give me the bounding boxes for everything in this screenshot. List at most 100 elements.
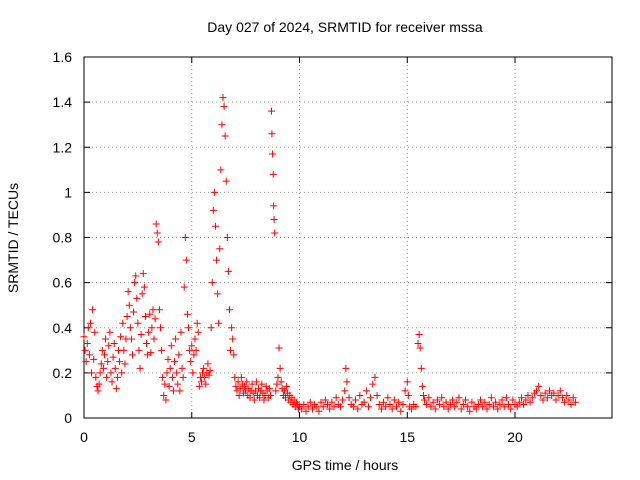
data-point	[89, 306, 97, 314]
data-point	[91, 328, 99, 336]
data-point	[419, 391, 427, 399]
data-point	[152, 220, 160, 228]
y-tick-label: 1.6	[53, 49, 73, 65]
data-point	[468, 398, 476, 406]
data-point	[567, 400, 575, 408]
data-point	[166, 364, 174, 372]
data-point	[265, 385, 273, 393]
data-point	[134, 319, 142, 327]
data-point	[302, 407, 310, 415]
data-point	[429, 398, 437, 406]
data-point	[145, 328, 153, 336]
data-point	[494, 405, 502, 413]
data-point	[332, 394, 340, 402]
data-point	[187, 358, 195, 366]
data-point	[229, 335, 237, 343]
data-point	[375, 400, 383, 408]
data-point	[341, 387, 349, 395]
data-point	[457, 405, 465, 413]
data-point	[304, 403, 312, 411]
data-point	[250, 396, 258, 404]
data-point	[108, 378, 116, 386]
data-point	[178, 364, 186, 372]
data-point	[116, 358, 124, 366]
data-point	[283, 382, 291, 390]
data-point	[204, 360, 212, 368]
data-point	[539, 396, 547, 404]
y-tick-label: 1.2	[53, 139, 73, 155]
data-point	[455, 394, 463, 402]
data-point	[313, 403, 321, 411]
data-point	[113, 373, 121, 381]
data-point	[237, 373, 245, 381]
data-point	[223, 234, 231, 241]
data-point	[98, 346, 106, 354]
data-point	[550, 389, 558, 397]
data-point	[392, 403, 400, 411]
data-point	[269, 170, 277, 178]
data-point	[399, 400, 407, 408]
data-point	[205, 371, 213, 379]
data-point	[96, 369, 104, 377]
data-point	[149, 306, 157, 314]
data-point	[163, 369, 171, 377]
data-point	[157, 324, 165, 332]
data-point	[403, 378, 411, 386]
data-point	[360, 398, 368, 406]
data-point	[440, 403, 448, 411]
y-axis-label: SRMTID / TECUs	[5, 183, 21, 293]
data-point	[481, 398, 489, 406]
data-point	[423, 400, 431, 408]
data-point	[524, 391, 532, 399]
x-axis-label: GPS time / hours	[292, 457, 399, 473]
data-point	[231, 373, 239, 381]
data-point	[228, 324, 236, 332]
data-point	[274, 373, 282, 381]
data-point	[277, 378, 285, 386]
data-point	[513, 403, 521, 411]
data-point	[569, 394, 577, 402]
data-point	[222, 177, 230, 185]
data-point	[210, 188, 218, 196]
data-point	[234, 378, 242, 386]
data-point	[160, 391, 168, 399]
data-point	[81, 346, 89, 354]
data-point	[328, 398, 336, 406]
data-point	[103, 373, 111, 381]
data-point	[533, 387, 541, 395]
data-point	[466, 407, 474, 415]
data-point	[136, 364, 144, 372]
data-point	[150, 335, 158, 343]
data-point	[132, 272, 140, 280]
data-point	[105, 342, 113, 350]
data-point	[444, 405, 452, 413]
data-point	[354, 405, 362, 413]
data-point	[125, 301, 133, 309]
data-point	[505, 400, 513, 408]
data-point	[356, 391, 364, 399]
data-point	[520, 400, 528, 408]
data-point	[442, 398, 450, 406]
data-point	[146, 310, 154, 318]
data-point	[142, 340, 150, 348]
data-point	[191, 335, 199, 343]
data-point	[176, 387, 184, 395]
data-point	[181, 234, 189, 241]
data-point	[128, 351, 136, 359]
data-point	[464, 403, 472, 411]
data-point	[164, 355, 172, 363]
data-point	[90, 355, 98, 363]
data-point	[194, 328, 202, 336]
data-point	[106, 328, 114, 336]
data-point	[138, 290, 146, 298]
data-point	[276, 364, 284, 372]
data-point	[315, 407, 323, 415]
data-point	[88, 369, 96, 377]
y-tick-label: 1	[64, 184, 72, 200]
data-point	[209, 206, 217, 214]
data-point	[153, 229, 161, 237]
data-point	[190, 351, 198, 359]
x-tick-label: 15	[399, 429, 415, 445]
data-point	[195, 382, 203, 390]
